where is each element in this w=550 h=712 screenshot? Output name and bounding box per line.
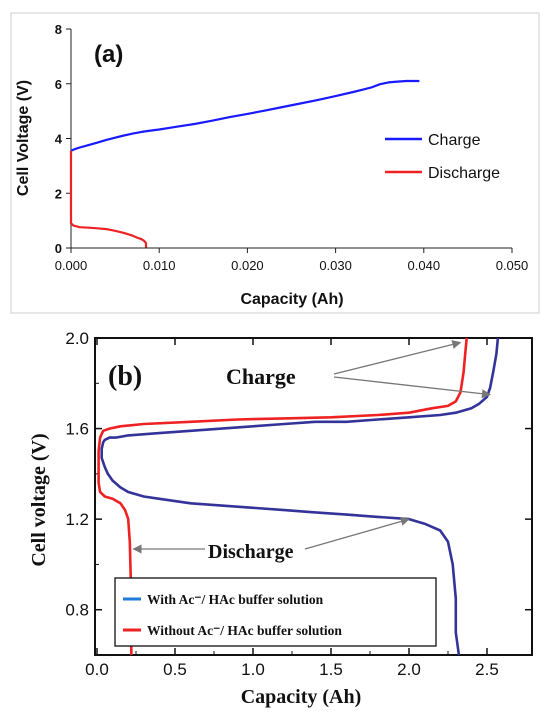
- panel-b: 0.0 0.5 1.0 1.5 2.0 2.5 0.8 1.2 1.6 2.0 (b) Charg…: [28, 329, 533, 708]
- panel-a-y-axis-label: Cell Voltage (V): [15, 80, 32, 196]
- panel-a-y-tick-label: 0: [55, 241, 62, 256]
- panel-a-y-tick-label: 2: [55, 186, 62, 201]
- panel-a-y-tick-label: 8: [55, 22, 62, 37]
- panel-b-legend-label: With Ac⁻/ HAc buffer solution: [147, 592, 324, 607]
- annotation-charge: Charge: [226, 364, 296, 389]
- panel-b-x-axis-label: Capacity (Ah): [241, 686, 362, 708]
- panel-b-y-tick-label: 1.2: [65, 510, 89, 529]
- panel-a-legend: Charge Discharge: [385, 132, 500, 182]
- panel-a-x-tick-label: 0.050: [496, 258, 529, 273]
- panel-b-x-tick-label: 0.0: [85, 660, 109, 679]
- panel-b-y-tick-label: 2.0: [65, 329, 89, 348]
- panel-b-legend-label: Without Ac⁻/ HAc buffer solution: [147, 623, 342, 638]
- panel-b-y-axis-label: Cell voltage (V): [28, 433, 50, 566]
- panel-a-x-tick-label: 0.010: [143, 258, 176, 273]
- panel-a-legend-label: Discharge: [428, 165, 500, 182]
- panel-a-x-tick-label: 0.000: [55, 258, 88, 273]
- panel-a-legend-label: Charge: [428, 132, 481, 149]
- panel-b-legend: With Ac⁻/ HAc buffer solution Without Ac⁻…: [114, 577, 437, 647]
- panel-b-y-tick-label: 1.6: [65, 420, 89, 439]
- panel-b-legend-box: [114, 577, 437, 647]
- charge-arrow-to-blue: [333, 376, 492, 399]
- panel-a-y-tick-label: 4: [55, 132, 63, 147]
- panel-b-axes: 0.0 0.5 1.0 1.5 2.0 2.5 0.8 1.2 1.6 2.0: [65, 329, 533, 679]
- panel-b-annotation-arrows: [132, 340, 492, 554]
- panel-b-x-tick-label: 1.5: [319, 660, 343, 679]
- panel-a-series-charge-line: [70, 79, 420, 152]
- panel-b-y-tick-label: 0.8: [65, 601, 89, 620]
- panel-a-y-tick-label: 6: [55, 77, 62, 92]
- panel-b-x-tick-label: 0.5: [163, 660, 187, 679]
- panel-a: (a) 0.000 0.010 0.020 0.030 0.040 0.05002468 …: [10, 12, 540, 314]
- panel-a-axes: 0.000 0.010 0.020 0.030 0.040 0.050 0 2 4 6 8: [55, 22, 529, 273]
- panel-b-series-without-buffer-line: [97, 337, 468, 655]
- panel-b-plot-frame: [94, 337, 533, 656]
- panel-a-x-tick-label: 0.020: [231, 258, 264, 273]
- panel-a-series-discharge-line: [69, 150, 148, 248]
- panel-b-series: [97, 337, 500, 656]
- panel-a-label: (a): [94, 41, 123, 68]
- panel-a-x-tick-label: 0.040: [408, 258, 441, 273]
- panel-b-series-with-buffer-line: [100, 337, 500, 656]
- panel-a-series: [69, 79, 420, 248]
- panel-a-frame: [10, 12, 540, 314]
- panel-b-label: (b): [108, 361, 142, 392]
- panel-b-x-tick-label: 1.0: [241, 660, 265, 679]
- panel-b-x-tick-label: 2.0: [397, 660, 421, 679]
- annotation-discharge: Discharge: [208, 541, 294, 563]
- panel-a-x-tick-label: 0.030: [319, 258, 352, 273]
- charge-arrow-to-red: [333, 340, 462, 375]
- panel-a-x-axis-label: Capacity (Ah): [240, 291, 343, 308]
- discharge-arrow-to-blue: [304, 517, 410, 550]
- panel-b-x-tick-label: 2.5: [475, 660, 499, 679]
